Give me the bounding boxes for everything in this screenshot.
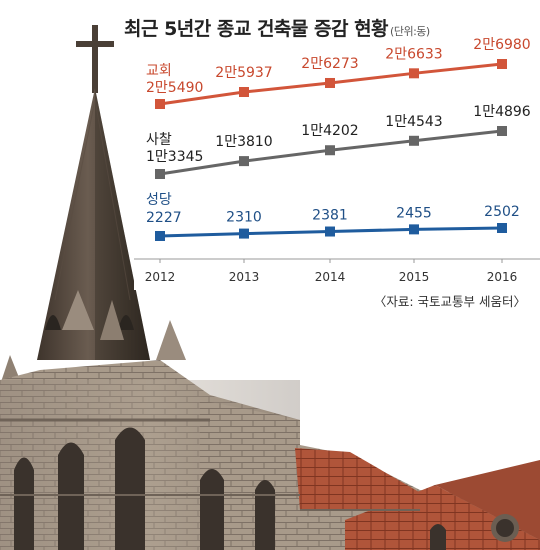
data-label: 1만4202	[301, 123, 358, 139]
data-label: 2만5937	[215, 65, 272, 81]
x-tick-label: 2014	[315, 270, 346, 284]
data-point	[155, 169, 165, 179]
data-point	[239, 228, 249, 239]
data-label: 1만4543	[385, 114, 442, 130]
data-label: 2310	[226, 210, 262, 226]
data-label: 2만6980	[473, 37, 530, 53]
data-point	[239, 87, 249, 97]
data-point	[497, 223, 507, 233]
source-note: 〈자료: 국토교통부 세움터〉	[373, 294, 526, 309]
data-label: 2만6273	[301, 56, 358, 72]
data-point	[325, 145, 335, 156]
data-point	[325, 77, 335, 88]
data-point	[497, 126, 507, 136]
data-label: 2455	[396, 205, 432, 221]
x-tick-label: 2013	[229, 270, 260, 284]
series-name-label: 성당	[146, 192, 172, 208]
data-label: 2227	[146, 210, 182, 226]
data-label: 2502	[484, 204, 520, 220]
data-label: 2만5490	[146, 80, 203, 96]
data-point	[409, 68, 419, 79]
data-point	[155, 99, 165, 109]
chart-title-text: 최근 5년간 종교 건축물 증감 현황	[124, 18, 389, 40]
data-label: 1만3345	[146, 149, 203, 165]
x-tick-label: 2012	[145, 270, 176, 284]
chart-title: 최근 5년간 종교 건축물 증감 현황 (단위:동)	[124, 14, 430, 41]
data-point	[409, 135, 419, 146]
data-point	[409, 224, 419, 235]
data-label: 2381	[312, 208, 348, 224]
data-point	[497, 59, 507, 69]
x-tick-label: 2015	[399, 270, 430, 284]
data-label: 1만4896	[473, 104, 531, 120]
data-label: 2만6633	[385, 46, 442, 62]
data-label: 1만3810	[215, 134, 272, 150]
series-name-label: 사찰	[146, 132, 172, 148]
data-point	[325, 226, 335, 237]
chart-unit: (단위:동)	[390, 25, 430, 38]
data-point	[239, 156, 249, 167]
series-name-label: 교회	[146, 63, 172, 79]
x-tick-label: 2016	[487, 270, 518, 284]
data-point	[155, 231, 165, 241]
